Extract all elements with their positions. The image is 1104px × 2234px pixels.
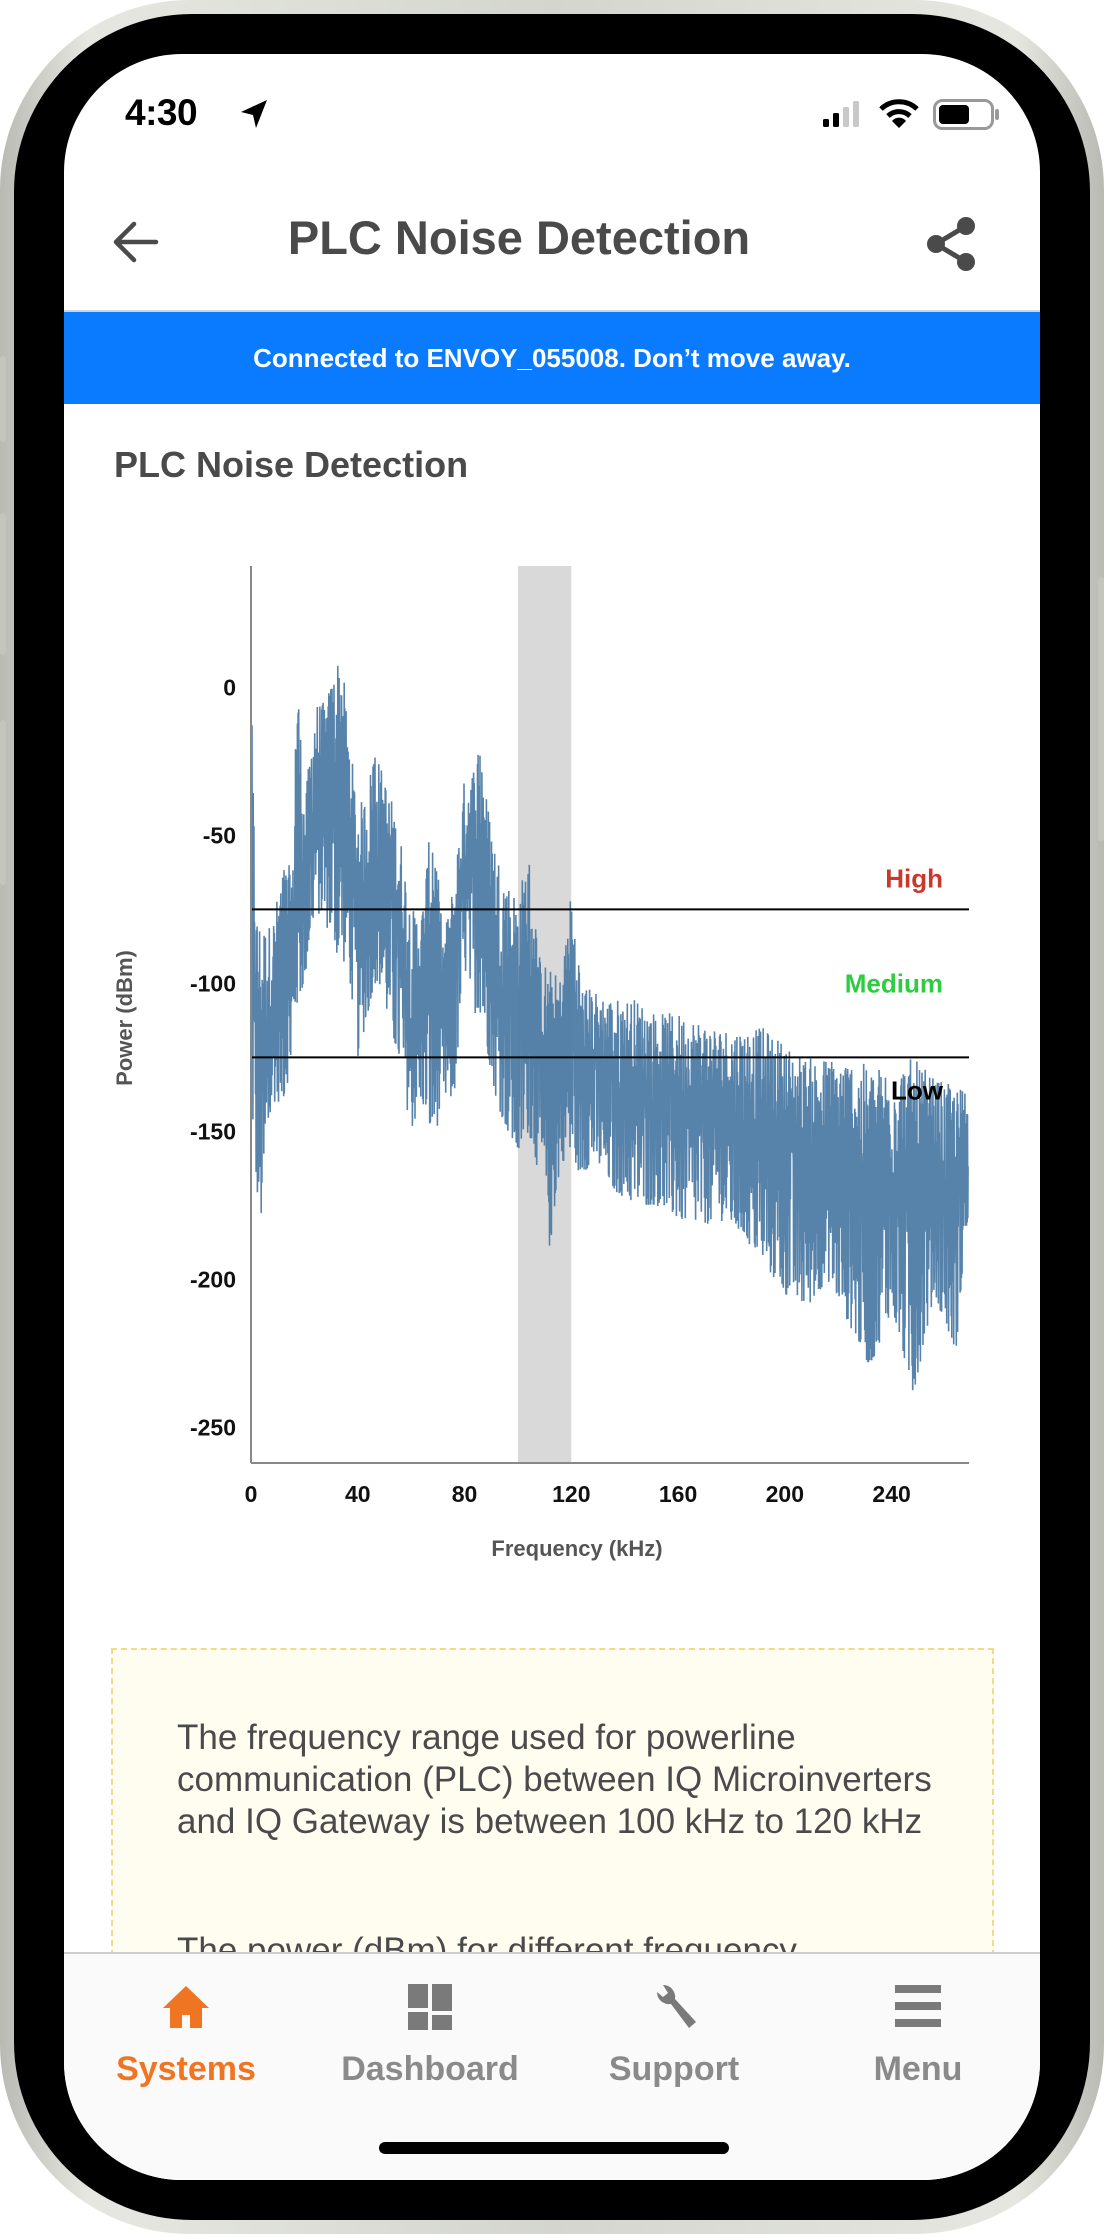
wrench-icon (656, 1984, 696, 2028)
side-button-mute (0, 356, 6, 442)
y-tick-label: -250 (190, 1414, 236, 1440)
back-button[interactable] (112, 220, 160, 264)
side-button-volume-down (0, 720, 6, 885)
x-tick-label: 40 (345, 1481, 371, 1507)
menu-icon (895, 1985, 941, 2027)
tab-label: Dashboard (341, 2050, 519, 2088)
side-button-power (1098, 577, 1104, 841)
location-arrow-icon (241, 100, 267, 128)
info-paragraph-1: The frequency range used for powerline c… (177, 1718, 932, 1841)
dashboard-icon (408, 1984, 452, 2030)
connection-banner-text: Connected to ENVOY_055008. Don’t move aw… (253, 342, 851, 373)
y-tick-label: -100 (190, 970, 236, 996)
y-tick-label: -200 (190, 1266, 236, 1292)
page-title: PLC Noise Detection (287, 211, 751, 264)
y-tick-label: 0 (223, 674, 236, 700)
signal-icon (823, 101, 859, 127)
home-indicator[interactable] (379, 2142, 729, 2154)
series-line (250, 665, 969, 1391)
x-tick-label: 240 (872, 1481, 910, 1507)
screen: 4:30 PLC Noise Detection Connected to EN… (64, 54, 1040, 2180)
x-tick-label: 160 (659, 1481, 697, 1507)
section-title: PLC Noise Detection (114, 444, 469, 485)
x-axis-label: Frequency (kHz) (491, 1536, 662, 1561)
side-button-volume-up (0, 513, 6, 655)
threshold-label-low: Low (891, 1075, 944, 1105)
tab-label: Support (608, 2050, 740, 2088)
x-tick-label: 200 (766, 1481, 804, 1507)
battery-icon (933, 99, 999, 130)
x-tick-label: 120 (552, 1481, 590, 1507)
connection-banner: Connected to ENVOY_055008. Don’t move aw… (64, 312, 1040, 404)
wifi-icon (879, 99, 919, 128)
tab-menu[interactable]: Menu (796, 1954, 1040, 2114)
tab-label: Menu (873, 2050, 963, 2088)
x-tick-label: 0 (245, 1481, 258, 1507)
y-tick-label: -50 (203, 822, 236, 848)
tab-label: Systems (116, 2050, 256, 2088)
tab-systems[interactable]: Systems (64, 1954, 308, 2114)
tab-dashboard[interactable]: Dashboard (308, 1954, 552, 2114)
tab-support[interactable]: Support (552, 1954, 796, 2114)
noise-chart: High Low Medium 0 40 80 120 160 200 240 0 -50 -100 -… (112, 566, 969, 1561)
threshold-label-medium: Medium (845, 968, 943, 998)
header-divider (64, 310, 1040, 313)
share-button[interactable] (924, 216, 978, 272)
home-icon (163, 1986, 209, 2028)
threshold-label-high: High (885, 863, 943, 893)
y-tick-label: -150 (190, 1118, 236, 1144)
x-tick-label: 80 (452, 1481, 478, 1507)
status-time: 4:30 (125, 92, 198, 133)
y-axis-label: Power (dBm) (112, 950, 137, 1086)
